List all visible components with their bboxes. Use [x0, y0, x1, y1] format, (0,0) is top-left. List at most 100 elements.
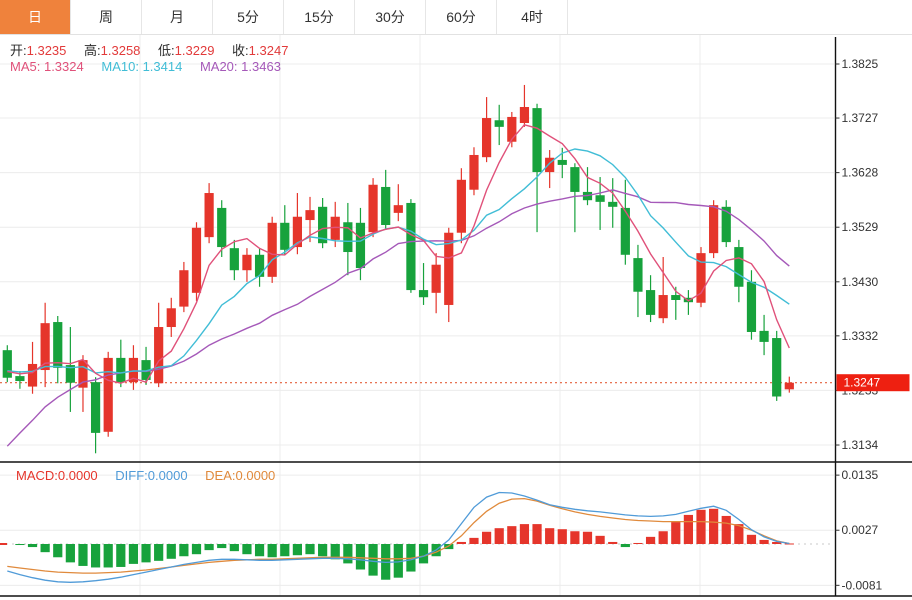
- candle-up: [519, 107, 530, 123]
- tab-60min[interactable]: 60分: [426, 0, 497, 34]
- macd-bar-down: [128, 544, 139, 564]
- candle-down: [318, 206, 328, 244]
- last-price-badge: 1.3247: [836, 374, 910, 392]
- candle-down: [229, 248, 239, 271]
- macd-bar-up: [683, 514, 694, 544]
- axis-tick-label: 1.3134: [842, 438, 879, 452]
- candle-down: [608, 201, 618, 207]
- low-readout: 低:1.3229: [158, 43, 215, 58]
- candle-up: [204, 193, 214, 238]
- candle-down: [721, 206, 731, 243]
- candle-up: [658, 295, 668, 319]
- candle-down: [620, 207, 630, 255]
- candle-down: [734, 247, 744, 287]
- tab-15min[interactable]: 15分: [284, 0, 355, 34]
- candle-up: [709, 205, 719, 254]
- macd-bar-down: [154, 544, 164, 561]
- candle-down: [557, 159, 567, 165]
- tab-week-label: 周: [99, 9, 113, 25]
- tab-4hour[interactable]: 4时: [497, 0, 568, 34]
- axis-tick-label: 1.3825: [842, 57, 879, 71]
- tab-week[interactable]: 周: [71, 0, 142, 34]
- candle-up: [166, 308, 176, 328]
- macd-bar-down: [179, 544, 189, 557]
- candle-down: [280, 222, 290, 250]
- macd-bar-up: [696, 509, 706, 544]
- macd-bar-down: [116, 544, 126, 567]
- macd-bar-down: [53, 544, 63, 558]
- tab-4hour-label: 4时: [521, 9, 543, 25]
- macd-bar-down: [318, 544, 328, 557]
- macd-bar-up: [608, 541, 618, 544]
- candle-up: [784, 382, 794, 390]
- candle-up: [305, 210, 315, 221]
- ma10-line: [7, 148, 790, 374]
- macd-bar-down: [418, 544, 429, 564]
- candle-up: [368, 184, 378, 233]
- ma-readout: MA5: 1.3324 MA10: 1.3414 MA20: 1.3463: [10, 59, 295, 74]
- axis-tick-label: 1.3332: [842, 329, 879, 343]
- candle-up: [27, 363, 38, 387]
- macd-bar-up: [519, 524, 530, 544]
- macd-bar-down: [280, 544, 290, 557]
- candles-layer: [2, 84, 794, 454]
- macd-bar-up: [721, 515, 731, 544]
- macd-bar-down: [343, 544, 353, 564]
- axis-tick-label: 0.0135: [842, 468, 879, 482]
- tab-5min[interactable]: 5分: [213, 0, 284, 34]
- macd-bar-down: [141, 544, 151, 563]
- macd-bar-up: [582, 531, 593, 544]
- candle-up: [456, 179, 466, 233]
- ma20-readout: MA20: 1.3463: [199, 59, 281, 74]
- macd-bar-down: [267, 544, 277, 558]
- macd-bar-up: [671, 522, 681, 544]
- candle-up: [179, 270, 189, 307]
- macd-bar-up: [759, 539, 769, 544]
- macd-bar-down: [229, 544, 239, 552]
- macd-bar-up: [595, 535, 605, 544]
- ma5-readout: MA5: 1.3324: [10, 59, 84, 74]
- macd-bar-up: [494, 528, 504, 544]
- axis-tick-label: 1.3529: [842, 220, 879, 234]
- candle-up: [696, 253, 706, 303]
- macd-bar-down: [103, 544, 113, 568]
- tab-day[interactable]: 日: [0, 0, 71, 34]
- macd-bar-down: [355, 544, 366, 570]
- macd-bar-up: [532, 524, 542, 544]
- macd-bar-down: [191, 544, 202, 555]
- price-axis-labels: 1.3825 1.3727 1.3628 1.3529 1.3430 1.3332 1.32…: [835, 57, 883, 592]
- candle-up: [128, 357, 139, 383]
- macd-bar-down: [40, 544, 50, 553]
- axis-tick-label: 1.3430: [842, 275, 879, 289]
- macd-bar-up: [507, 526, 517, 544]
- candle-up: [154, 327, 164, 384]
- macd-histogram: [15, 508, 794, 580]
- diff-line: [7, 491, 790, 583]
- macd-bar-down: [15, 544, 25, 546]
- macd-bar-down: [242, 544, 252, 555]
- close-readout: 收:1.3247: [232, 43, 289, 58]
- macd-bar-down: [90, 544, 101, 568]
- candle-down: [116, 357, 126, 383]
- candle-down: [532, 108, 542, 173]
- candle-up: [103, 357, 113, 432]
- tab-30min[interactable]: 30分: [355, 0, 426, 34]
- candle-down: [254, 254, 265, 277]
- macd-bar-up: [645, 536, 656, 544]
- tab-month[interactable]: 月: [142, 0, 213, 34]
- macd-bar-down: [620, 544, 630, 548]
- macd-bar-down: [330, 544, 340, 560]
- axis-tick-label: 1.3727: [842, 111, 879, 125]
- candle-down: [570, 167, 580, 192]
- macd-bar-up: [658, 531, 668, 544]
- macd-bar-up: [709, 508, 719, 544]
- candle-down: [671, 295, 681, 300]
- candle-down: [217, 207, 227, 248]
- tab-15min-label: 15分: [304, 9, 334, 25]
- tab-30min-label: 30分: [375, 9, 405, 25]
- macd-bar-down: [78, 544, 88, 566]
- macd-bar-up: [469, 537, 479, 544]
- candle-down: [355, 222, 366, 269]
- macd-bar-up: [734, 524, 744, 544]
